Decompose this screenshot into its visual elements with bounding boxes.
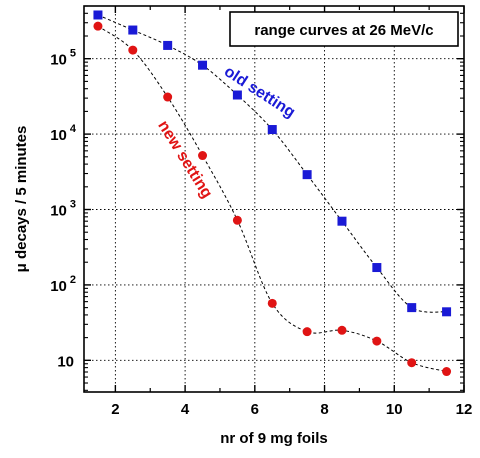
data-point-new-setting xyxy=(163,92,173,102)
data-point-old-setting xyxy=(302,170,312,180)
data-point-new-setting xyxy=(267,298,277,308)
y-tick-label: 10 3 xyxy=(50,199,76,220)
y-tick-label: 10 5 xyxy=(50,48,76,69)
plot-frame xyxy=(83,5,465,393)
y-tick-label: 10 xyxy=(57,353,74,370)
x-axis-title: nr of 9 mg foils xyxy=(220,430,328,447)
plot-background xyxy=(84,6,464,392)
legend-box: range curves at 26 MeV/c xyxy=(229,11,459,47)
x-tick-label: 6 xyxy=(251,401,259,418)
legend-text: range curves at 26 MeV/c xyxy=(254,22,433,39)
data-markers xyxy=(93,10,452,377)
data-point-old-setting xyxy=(407,303,417,313)
data-point-new-setting xyxy=(128,45,138,55)
grid-lines xyxy=(84,6,464,392)
x-tick-labels: 2 4 6 8 10 12 xyxy=(111,401,472,418)
x-tick-label: 8 xyxy=(320,401,328,418)
y-tick-label: 10 4 xyxy=(50,123,77,144)
data-point-old-setting xyxy=(442,307,452,317)
fit-curve-new-setting xyxy=(97,25,447,373)
data-point-new-setting xyxy=(302,327,312,337)
data-point-old-setting xyxy=(128,25,138,35)
x-tick-label: 4 xyxy=(181,401,190,418)
data-point-old-setting xyxy=(232,90,242,100)
data-point-new-setting xyxy=(198,151,208,161)
x-tick-label: 2 xyxy=(111,401,119,418)
data-point-new-setting xyxy=(407,358,417,368)
data-point-new-setting xyxy=(93,21,103,31)
data-point-old-setting xyxy=(163,40,173,50)
data-point-old-setting xyxy=(337,216,347,226)
x-tick-label: 10 xyxy=(386,401,403,418)
y-axis-title: μ decays / 5 minutes xyxy=(13,126,30,273)
y-tick-label: 10 2 xyxy=(50,274,76,295)
data-point-new-setting xyxy=(372,336,382,346)
data-point-new-setting xyxy=(232,215,242,225)
data-point-old-setting xyxy=(93,10,103,20)
data-point-old-setting xyxy=(267,125,277,135)
data-point-new-setting xyxy=(442,367,452,377)
data-point-new-setting xyxy=(337,325,347,335)
data-point-old-setting xyxy=(198,60,208,70)
data-point-old-setting xyxy=(372,263,382,273)
legend-frame xyxy=(229,11,459,47)
x-tick-label: 12 xyxy=(456,401,473,418)
